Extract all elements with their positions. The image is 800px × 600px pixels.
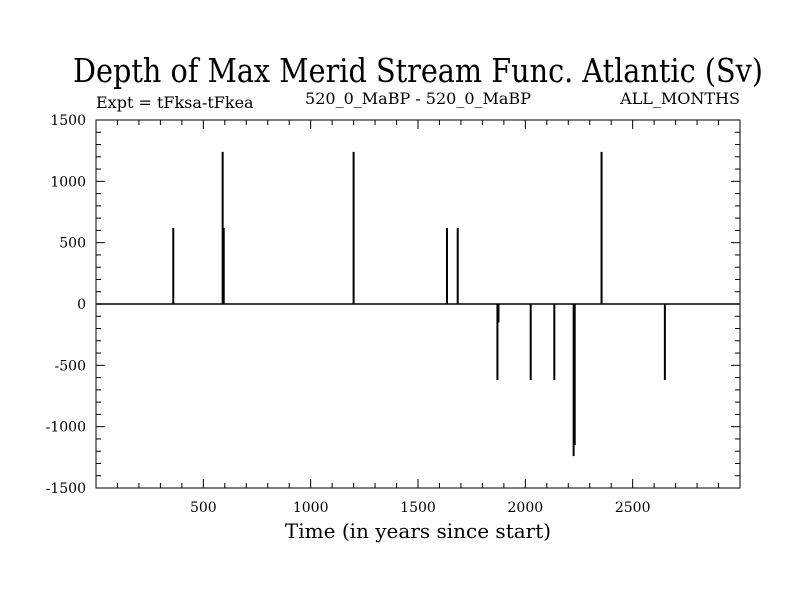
period-label: 520_0_MaBP - 520_0_MaBP [305, 89, 531, 108]
y-tick-label: -500 [55, 358, 86, 374]
chart-title: Depth of Max Merid Stream Func. Atlantic… [73, 51, 763, 90]
x-tick-label: 500 [190, 500, 217, 516]
x-tick-label: 2000 [508, 500, 544, 516]
y-tick-label: -1000 [46, 420, 86, 436]
x-axis-label: Time (in years since start) [285, 519, 551, 543]
x-tick-label: 1000 [293, 500, 329, 516]
y-tick-label: 1000 [50, 174, 86, 190]
y-tick-label: 500 [59, 236, 86, 252]
x-tick-label: 1500 [400, 500, 436, 516]
months-label: ALL_MONTHS [619, 89, 740, 108]
y-tick-label: 1500 [50, 113, 86, 129]
y-tick-label: 0 [77, 297, 86, 313]
x-tick-label: 2500 [615, 500, 651, 516]
y-tick-label: -1500 [46, 481, 86, 497]
experiment-label: Expt = tFksa-tFkea [96, 93, 254, 112]
y-axis: -1500 -1000 -500 0 500 1000 1500 [46, 113, 740, 497]
x-axis: 500 1000 1500 2000 2500 [116, 120, 720, 516]
data-series [96, 151, 740, 457]
